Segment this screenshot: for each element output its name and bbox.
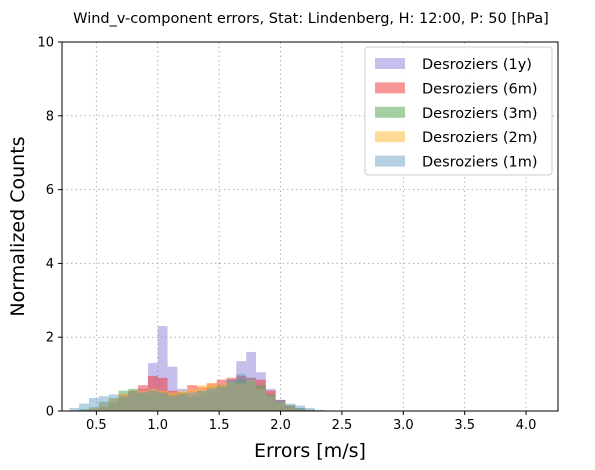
histogram-bar-series-4 (177, 394, 188, 411)
histogram-bar-series-3 (216, 385, 227, 411)
legend: Desroziers (1y) Desroziers (6m) Desroziers… (364, 46, 553, 176)
histogram-bar-series-3 (236, 383, 247, 411)
histogram-bar-series-4 (98, 396, 109, 411)
y-tick-label: 0 (46, 405, 54, 420)
histogram-bar-series-4 (285, 403, 296, 411)
histogram-bar-series-4 (197, 390, 207, 411)
legend-swatch (375, 155, 405, 167)
x-tick-label: 3.0 (393, 418, 414, 433)
histogram-bar-series-4 (226, 379, 237, 411)
histogram-bar-series-3 (226, 381, 237, 411)
legend-label: Desroziers (1y) (422, 57, 532, 73)
x-axis-label: Errors [m/s] (254, 440, 366, 462)
histogram-bar-series-3 (206, 383, 217, 411)
histogram-bar-series-4 (216, 387, 227, 411)
histogram-bar-series-4 (167, 396, 178, 411)
histogram-bar-series-4 (138, 392, 148, 411)
legend-swatch (375, 82, 405, 94)
x-tick-label: 2.0 (270, 418, 291, 433)
legend-label: Desroziers (2m) (422, 130, 538, 146)
histogram-bar-series-4 (108, 394, 119, 411)
histogram-bar-series-3 (275, 401, 286, 411)
histogram-bar-series-0 (157, 326, 168, 411)
y-tick-label: 6 (46, 183, 54, 198)
histogram-bar-series-3 (197, 385, 207, 411)
histogram-bar-series-3 (255, 388, 266, 411)
histogram-bar-series-4 (69, 408, 80, 411)
histogram-bar-series-4 (236, 374, 247, 411)
histogram-bar-series-4 (314, 409, 325, 411)
chart-title: Wind_v-component errors, Stat: Lindenber… (73, 11, 549, 27)
histogram-bar-series-3 (187, 388, 198, 411)
histogram-bar-series-4 (255, 388, 266, 411)
x-tick-label: 3.5 (454, 418, 475, 433)
histogram-bar-series-3 (147, 388, 158, 411)
legend-box (364, 46, 553, 176)
histogram-bar-series-4 (305, 408, 315, 411)
histogram-bar-series-3 (108, 398, 119, 411)
axis-ticks: 0.5 1.0 1.5 2.0 2.5 3.0 3.5 4.0 0 2 4 6 8 10 (37, 36, 536, 434)
y-axis-label: Normalized Counts (7, 136, 29, 316)
histogram-bar-series-4 (295, 405, 306, 411)
histogram-bar-series-4 (157, 392, 168, 411)
legend-label: Desroziers (1m) (422, 155, 538, 171)
plot-frame (61, 41, 559, 412)
histogram-bar-series-3 (79, 409, 90, 411)
x-tick-label: 2.5 (332, 418, 353, 433)
histogram-bar-series-3 (167, 392, 178, 411)
legend-swatch (375, 106, 405, 118)
histogram-bar-series-4 (89, 398, 99, 411)
histogram-bar-series-3 (285, 406, 296, 411)
legend-swatch (375, 58, 405, 69)
histogram-bar-series-4 (128, 392, 139, 411)
x-tick-label: 1.5 (209, 418, 230, 433)
x-tick-label: 4.0 (516, 418, 537, 433)
histogram-bar-series-4 (206, 388, 217, 411)
histogram-bar-series-3 (128, 392, 139, 411)
x-tick-label: 0.5 (86, 418, 107, 433)
y-tick-label: 8 (46, 109, 54, 124)
bars (69, 326, 325, 411)
histogram-bar-series-4 (275, 399, 286, 411)
histogram-bar-series-3 (157, 390, 168, 411)
histogram-bar-series-4 (79, 403, 90, 411)
histogram-bar-series-4 (265, 396, 276, 411)
legend-label: Desroziers (6m) (422, 81, 538, 97)
y-tick-label: 4 (46, 257, 54, 272)
histogram-bar-series-0 (167, 366, 178, 411)
histogram-bar-series-3 (118, 394, 129, 411)
y-tick-label: 2 (46, 331, 54, 346)
legend-label: Desroziers (3m) (422, 106, 538, 122)
histogram-bar-series-3 (295, 409, 306, 411)
histogram-bar-series-3 (246, 379, 256, 411)
histogram-bar-series-4 (246, 377, 256, 411)
histogram-bar-series-3 (98, 403, 109, 411)
histogram-bar-series-4 (118, 396, 129, 411)
histogram-bar-series-3 (265, 396, 276, 411)
histogram-bar-series-3 (177, 390, 188, 411)
x-tick-label: 1.0 (147, 418, 168, 433)
histogram-bar-series-4 (147, 390, 158, 411)
histogram-bar-series-4 (187, 392, 198, 411)
legend-swatch (375, 131, 405, 143)
histogram-bar-series-3 (89, 408, 99, 411)
y-tick-label: 10 (37, 36, 54, 51)
histogram-bar-series-3 (138, 390, 148, 411)
